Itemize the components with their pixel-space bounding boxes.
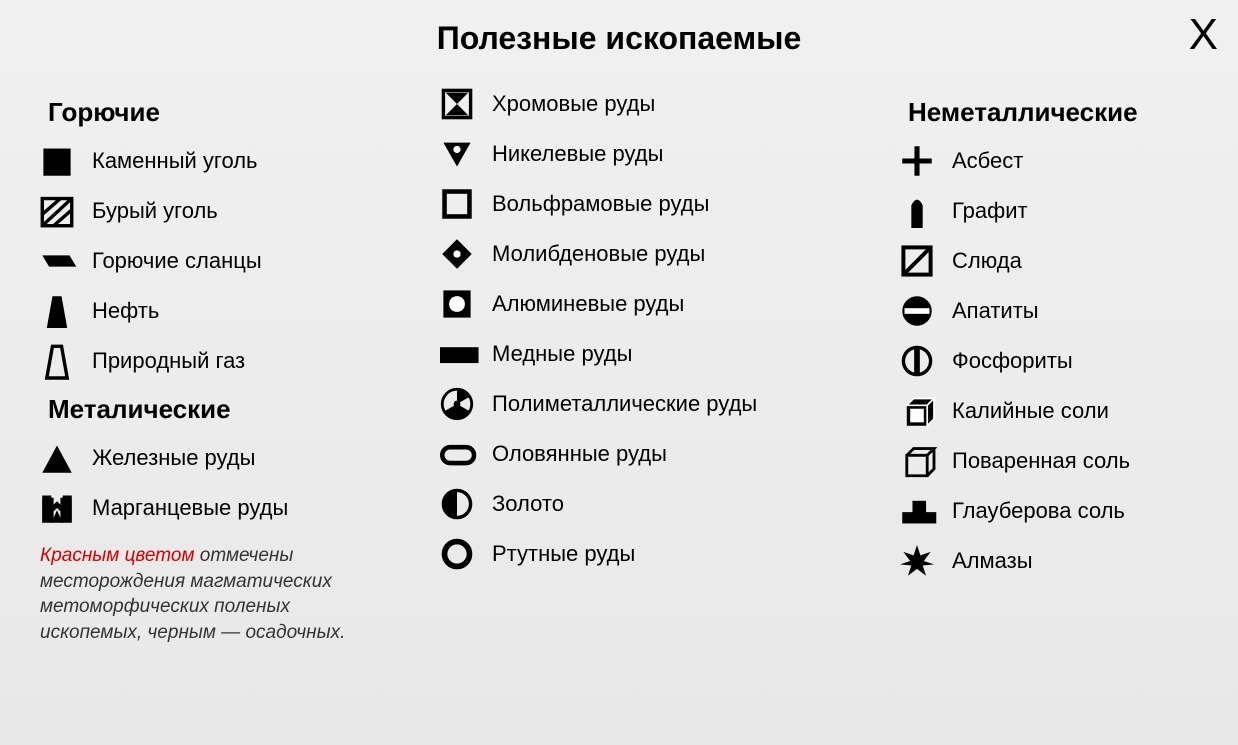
square-diag-icon (900, 244, 934, 278)
legend-label: Железные руды (92, 445, 255, 471)
star8-icon (900, 544, 934, 578)
legend-row: Ртутные руды (440, 537, 860, 571)
legend-label: Поваренная соль (952, 448, 1130, 474)
legend-row: Слюда (900, 244, 1198, 278)
legend-label: Графит (952, 198, 1028, 224)
legend-row: Медные руды (440, 337, 860, 371)
legend-row: Марганцевые руды (40, 491, 400, 525)
col-left: Горючие Каменный уголь Бурый уголь Горючие… (40, 87, 400, 646)
heading-nonmetallic: Неметаллические (908, 97, 1198, 128)
tall-trapezoid-outline-icon (40, 344, 74, 378)
col-right: Неметаллические Асбест Графит Слюда Апатиты… (900, 87, 1198, 646)
legend-row: Молибденовые руды (440, 237, 860, 271)
legend-row: Каменный уголь (40, 144, 400, 178)
wide-rect-icon (440, 337, 474, 371)
mn-shape-icon (40, 491, 74, 525)
heading-metallic: Металические (48, 394, 400, 425)
legend-label: Бурый уголь (92, 198, 218, 224)
footnote-red: Красным цветом (40, 545, 195, 566)
footnote: Красным цветом отмечены месторождения ма… (40, 543, 380, 646)
cube-wire-icon (900, 444, 934, 478)
legend-label: Алмазы (952, 548, 1033, 574)
legend-label: Марганцевые руды (92, 495, 288, 521)
legend-columns: Горючие Каменный уголь Бурый уголь Горючие… (0, 87, 1238, 646)
hourglass-square-icon (440, 87, 474, 121)
legend-label: Нефть (92, 298, 159, 324)
legend-row: Фосфориты (900, 344, 1198, 378)
radiation-icon (440, 387, 474, 421)
legend-label: Глауберова соль (952, 498, 1125, 524)
no-entry-icon (900, 294, 934, 328)
legend-label: Фосфориты (952, 348, 1073, 374)
legend-row: Горючие сланцы (40, 244, 400, 278)
circle-half-icon (440, 487, 474, 521)
heading-combustible: Горючие (48, 97, 400, 128)
close-button[interactable]: X (1189, 10, 1218, 60)
filled-square-icon (40, 144, 74, 178)
legend-label: Горючие сланцы (92, 248, 262, 274)
legend-label: Калийные соли (952, 398, 1109, 424)
legend-label: Асбест (952, 148, 1023, 174)
legend-label: Оловянные руды (492, 441, 667, 467)
legend-row: Глауберова соль (900, 494, 1198, 528)
legend-row: Хромовые руды (440, 87, 860, 121)
parallelogram-icon (40, 244, 74, 278)
legend-label: Золото (492, 491, 564, 517)
legend-row: Бурый уголь (40, 194, 400, 228)
legend-row: Асбест (900, 144, 1198, 178)
legend-row: Калийные соли (900, 394, 1198, 428)
legend-row: Алмазы (900, 544, 1198, 578)
col-middle: Хромовые руды Никелевые руды Вольфрамовые … (440, 87, 860, 646)
legend-label: Апатиты (952, 298, 1039, 324)
legend-row: Нефть (40, 294, 400, 328)
legend-row: Алюминевые руды (440, 287, 860, 321)
triangle-down-dot-icon (440, 137, 474, 171)
legend-row: Железные руды (40, 441, 400, 475)
legend-label: Каменный уголь (92, 148, 258, 174)
legend-row: Графит (900, 194, 1198, 228)
cube-open-icon (900, 394, 934, 428)
legend-row: Никелевые руды (440, 137, 860, 171)
legend-row: Апатиты (900, 294, 1198, 328)
legend-row: Золото (440, 487, 860, 521)
plus-icon (900, 144, 934, 178)
legend-label: Никелевые руды (492, 141, 663, 167)
pill-icon (440, 437, 474, 471)
legend-label: Хромовые руды (492, 91, 655, 117)
legend-row: Вольфрамовые руды (440, 187, 860, 221)
square-outline-icon (440, 187, 474, 221)
legend-label: Молибденовые руды (492, 241, 705, 267)
legend-row: Полиметаллические руды (440, 387, 860, 421)
square-hole-icon (440, 287, 474, 321)
legend-label: Медные руды (492, 341, 632, 367)
circle-vbar-icon (900, 344, 934, 378)
ring-icon (440, 537, 474, 571)
bullet-icon (900, 194, 934, 228)
legend-label: Вольфрамовые руды (492, 191, 709, 217)
legend-label: Полиметаллические руды (492, 391, 757, 417)
diamond-dot-icon (440, 237, 474, 271)
triangle-up-filled-icon (40, 441, 74, 475)
legend-label: Алюминевые руды (492, 291, 684, 317)
t-block-icon (900, 494, 934, 528)
legend-row: Оловянные руды (440, 437, 860, 471)
legend-label: Природный газ (92, 348, 245, 374)
legend-label: Ртутные руды (492, 541, 635, 567)
tall-trapezoid-filled-icon (40, 294, 74, 328)
hatched-square-icon (40, 194, 74, 228)
page-title: Полезные ископаемые (0, 20, 1238, 57)
legend-label: Слюда (952, 248, 1022, 274)
legend-row: Поваренная соль (900, 444, 1198, 478)
legend-row: Природный газ (40, 344, 400, 378)
